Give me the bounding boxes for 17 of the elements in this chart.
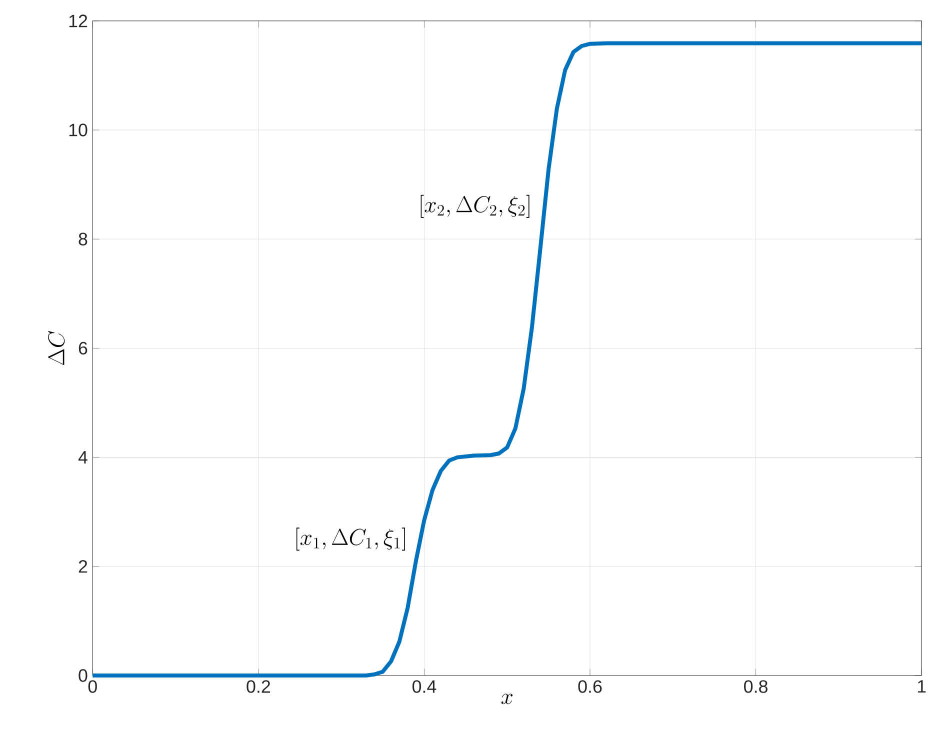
x-tick-label: 0.4 (412, 680, 436, 693)
x-tick-label: 0.2 (246, 680, 270, 693)
x-tick-label: 0.8 (744, 680, 768, 693)
x-axis-title: $x$ (501, 694, 513, 704)
y-tick-label: 4 (78, 451, 88, 464)
y-tick-label: 0 (78, 669, 88, 682)
x-tick-label: 0.6 (578, 680, 602, 693)
y-tick-label: 12 (69, 14, 88, 28)
y-tick-label: 6 (78, 342, 88, 354)
annotation: $[x_1,\Delta C_1,\xi_1]$ (296, 528, 405, 550)
y-axis-title: $\Delta C$ (48, 330, 65, 365)
annotation: $[x_2,\Delta C_2,\xi_2]$ (420, 194, 530, 218)
y-tick-label: 10 (69, 124, 88, 136)
x-tick-label: 0 (88, 680, 97, 693)
y-tick-label: 2 (78, 560, 88, 573)
y-tick-label: 8 (78, 232, 88, 246)
x-tick-label: 1 (918, 680, 926, 692)
